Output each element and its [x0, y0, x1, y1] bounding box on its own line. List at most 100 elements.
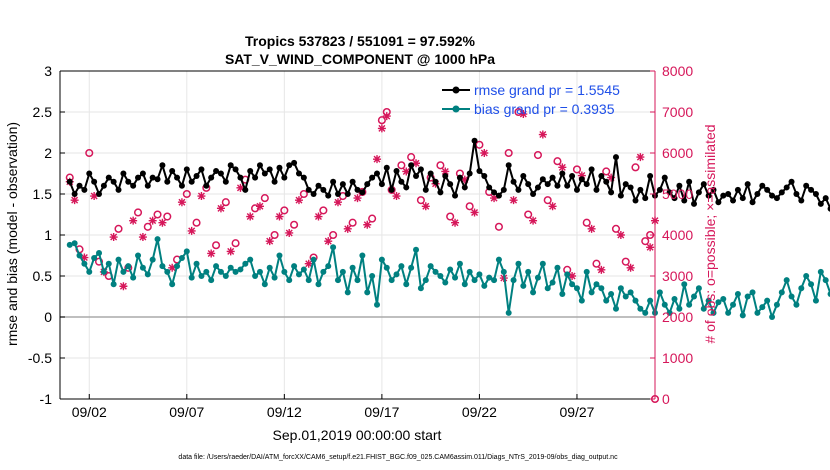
- rmse-point: [91, 178, 98, 185]
- obs-possible-marker: [143, 222, 152, 231]
- rmse-point: [627, 184, 634, 191]
- rmse-point: [476, 168, 483, 175]
- obs-assimilated-marker: [538, 130, 547, 139]
- rmse-point: [344, 191, 351, 197]
- rmse-point: [71, 191, 78, 197]
- bias-point: [588, 289, 595, 296]
- series-lines: [66, 137, 830, 320]
- obs-assimilated-marker: [138, 233, 147, 242]
- rmse-point: [793, 191, 800, 197]
- rmse-point: [164, 178, 171, 185]
- rmse-point: [422, 186, 429, 193]
- rmse-point: [530, 191, 537, 197]
- bias-point: [486, 274, 493, 281]
- rmse-point: [354, 186, 361, 193]
- bias-point: [383, 264, 390, 271]
- bias-point: [139, 264, 146, 271]
- obs-possible-marker: [85, 148, 94, 158]
- bias-point: [242, 260, 249, 267]
- bias-point: [115, 256, 122, 263]
- obs-assimilated-marker: [646, 243, 655, 252]
- bias-point: [661, 301, 668, 308]
- rmse-point: [120, 170, 127, 177]
- obs-possible-marker: [319, 206, 328, 215]
- bias-point: [120, 268, 127, 275]
- obs-assimilated-marker: [177, 198, 186, 207]
- obs-assimilated-marker: [548, 202, 557, 211]
- rmse-point: [827, 205, 830, 212]
- rmse-point: [334, 191, 341, 197]
- obs-assimilated-marker: [255, 202, 264, 211]
- rmse-point: [720, 192, 727, 199]
- bias-point: [534, 274, 541, 281]
- bias-point: [315, 281, 322, 288]
- obs-assimilated-marker: [519, 110, 528, 119]
- rmse-point: [149, 174, 156, 181]
- obs-possible-marker: [416, 196, 425, 205]
- bias-point: [637, 305, 644, 312]
- bias-point: [471, 277, 478, 284]
- bias-point: [193, 260, 200, 267]
- bias-point: [759, 304, 766, 311]
- bias-point: [656, 289, 663, 296]
- bias-point: [447, 266, 454, 273]
- bias-point: [437, 273, 444, 279]
- rmse-point: [442, 172, 449, 179]
- rmse-point: [725, 191, 732, 197]
- rmse-point: [295, 170, 302, 177]
- bias-point: [364, 289, 371, 296]
- bias-point: [295, 271, 302, 278]
- rmse-point: [573, 186, 580, 193]
- obs-possible-marker: [397, 161, 406, 170]
- bias-point: [135, 252, 142, 259]
- bias-point: [569, 281, 576, 288]
- rmse-point: [291, 159, 298, 166]
- rmse-point: [691, 200, 698, 207]
- rmse-point: [349, 178, 356, 185]
- rmse-point: [144, 182, 151, 189]
- obs-assimilated-marker: [216, 204, 225, 213]
- obs-assimilated-marker: [377, 124, 386, 133]
- x-tick-label: 09/02: [72, 404, 107, 420]
- bias-point: [354, 277, 361, 284]
- obs-assimilated-marker: [373, 155, 382, 164]
- obs-assimilated-marker: [158, 218, 167, 227]
- bias-point: [261, 281, 268, 288]
- rmse-point: [125, 178, 132, 185]
- rmse-point: [612, 154, 619, 161]
- obs-possible-marker: [611, 224, 621, 233]
- obs-assimilated-marker: [324, 237, 333, 246]
- rmse-point: [300, 174, 307, 181]
- rmse-point: [276, 164, 283, 171]
- obs-assimilated-marker: [129, 216, 138, 225]
- obs-assimilated-marker: [460, 175, 469, 184]
- bias-point: [217, 268, 224, 275]
- bias-point: [564, 271, 571, 278]
- obs-assimilated-marker: [626, 263, 635, 272]
- bias-point: [622, 293, 629, 300]
- bias-point: [252, 273, 259, 279]
- obs-possible-marker: [494, 222, 503, 231]
- obs-assimilated-marker: [226, 247, 235, 256]
- rmse-point: [413, 172, 420, 179]
- rmse-point: [515, 186, 522, 193]
- bias-point: [456, 260, 463, 267]
- data-file-footnote: data file: /Users/raeder/DAI/ATM_forcXX/…: [178, 454, 618, 461]
- obs-assimilated-marker: [90, 192, 99, 201]
- y-left-tick-label: 1: [44, 227, 52, 243]
- bias-point: [769, 314, 776, 320]
- rmse-point: [437, 189, 444, 196]
- obs-assimilated-marker: [353, 194, 362, 203]
- rmse-point: [130, 182, 137, 189]
- obs-possible-marker: [94, 257, 104, 266]
- obs-assimilated-marker: [597, 265, 606, 274]
- rmse-point: [76, 182, 83, 189]
- bias-point: [403, 281, 410, 288]
- rmse-point: [310, 191, 317, 197]
- bias-point: [247, 256, 254, 263]
- obs-possible-marker: [553, 157, 562, 166]
- obs-possible-marker: [212, 241, 221, 250]
- obs-possible-marker: [153, 210, 162, 219]
- rmse-point: [174, 174, 181, 181]
